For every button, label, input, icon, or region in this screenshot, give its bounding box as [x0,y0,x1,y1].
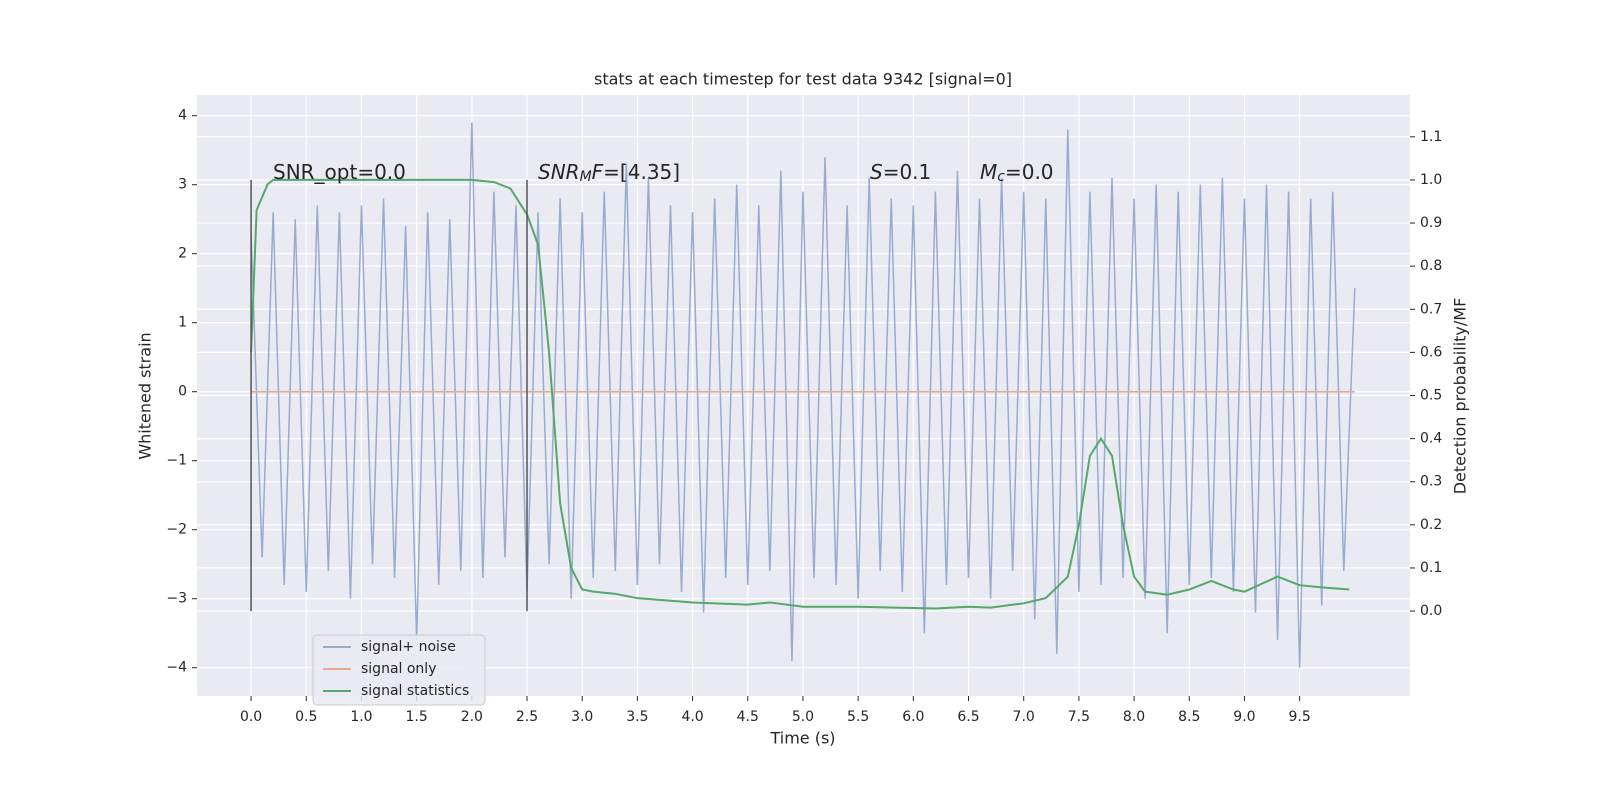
y-tick-label: −4 [166,660,187,676]
legend-label: signal statistics [361,683,469,699]
x-tick-label: 0.5 [295,709,317,725]
annotation: SNRMF=[4.35] [538,160,680,186]
y2-axis-label: Detection probability/MF [1451,298,1470,495]
annotation-part: S [870,160,883,184]
series-line [250,178,1350,610]
x-tick-label: 2.5 [516,709,538,725]
chart-title: stats at each timestep for test data 934… [594,70,1012,89]
y2-tick-label: 1.0 [1420,172,1442,188]
y-tick-label: 2 [178,246,187,262]
legend-box [312,634,486,706]
x-tick-label: 1.0 [350,709,372,725]
y2-tick-label: 1.1 [1420,129,1442,145]
x-tick-label: 5.0 [792,709,814,725]
legend-label: signal only [361,661,436,677]
y2-tick-label: 0.8 [1420,258,1442,274]
y-tick-label: −3 [166,591,187,607]
y-tick-label: 1 [178,315,187,331]
x-tick-label: 6.5 [957,709,979,725]
annotation-part: =0.1 [883,160,932,184]
y2-tick-label: 0.7 [1420,301,1442,317]
series-line [250,122,1356,668]
annotation-part: M [980,160,997,184]
y-tick-label: −1 [166,453,187,469]
x-tick-label: 9.5 [1288,709,1310,725]
x-tick-label: 0.0 [240,709,262,725]
annotation: SNR_opt=0.0 [273,160,406,184]
y-tick-label: 4 [178,108,187,124]
y-tick-label: −2 [166,522,187,538]
x-tick-label: 9.0 [1233,709,1255,725]
x-tick-label: 5.5 [847,709,869,725]
x-tick-label: 6.0 [902,709,924,725]
x-axis-label: Time (s) [769,729,835,748]
x-tick-label: 8.5 [1178,709,1200,725]
grid [197,95,1410,696]
x-tick-label: 7.0 [1013,709,1035,725]
y2-tick-label: 0.4 [1420,431,1442,447]
x-tick-label: 4.5 [737,709,759,725]
y2-tick-label: 0.9 [1420,215,1442,231]
annotation: Mc=0.0 [980,160,1054,186]
annotation: S=0.1 [870,160,931,184]
y-tick-label: 0 [178,384,187,400]
annotation-part: =[4.35] [603,160,680,184]
x-tick-label: 8.0 [1123,709,1145,725]
x-tick-label: 1.5 [406,709,428,725]
annotation-part: c [997,169,1005,185]
legend-label: signal+ noise [361,639,456,655]
y2-tick-label: 0.6 [1420,344,1442,360]
annotation-part: =0.0 [1005,160,1054,184]
annotation-part: F [592,160,604,184]
y2-tick-label: 0.3 [1420,474,1442,490]
x-tick-label: 2.0 [461,709,483,725]
annotation-part: SNR_opt=0.0 [273,160,406,184]
x-tick-label: 3.5 [626,709,648,725]
y2-tick-label: 0.5 [1420,388,1442,404]
annotation-part: SNR [538,160,580,184]
y2-tick-label: 0.1 [1420,560,1442,576]
y2-tick-label: 0.0 [1420,603,1442,619]
y-tick-label: 3 [178,177,187,193]
x-tick-label: 7.5 [1068,709,1090,725]
x-tick-label: 3.0 [571,709,593,725]
y2-tick-label: 0.2 [1420,517,1442,533]
annotation-part: M [580,169,592,185]
y-axis-label: Whitened strain [136,332,155,459]
x-tick-label: 4.0 [681,709,703,725]
